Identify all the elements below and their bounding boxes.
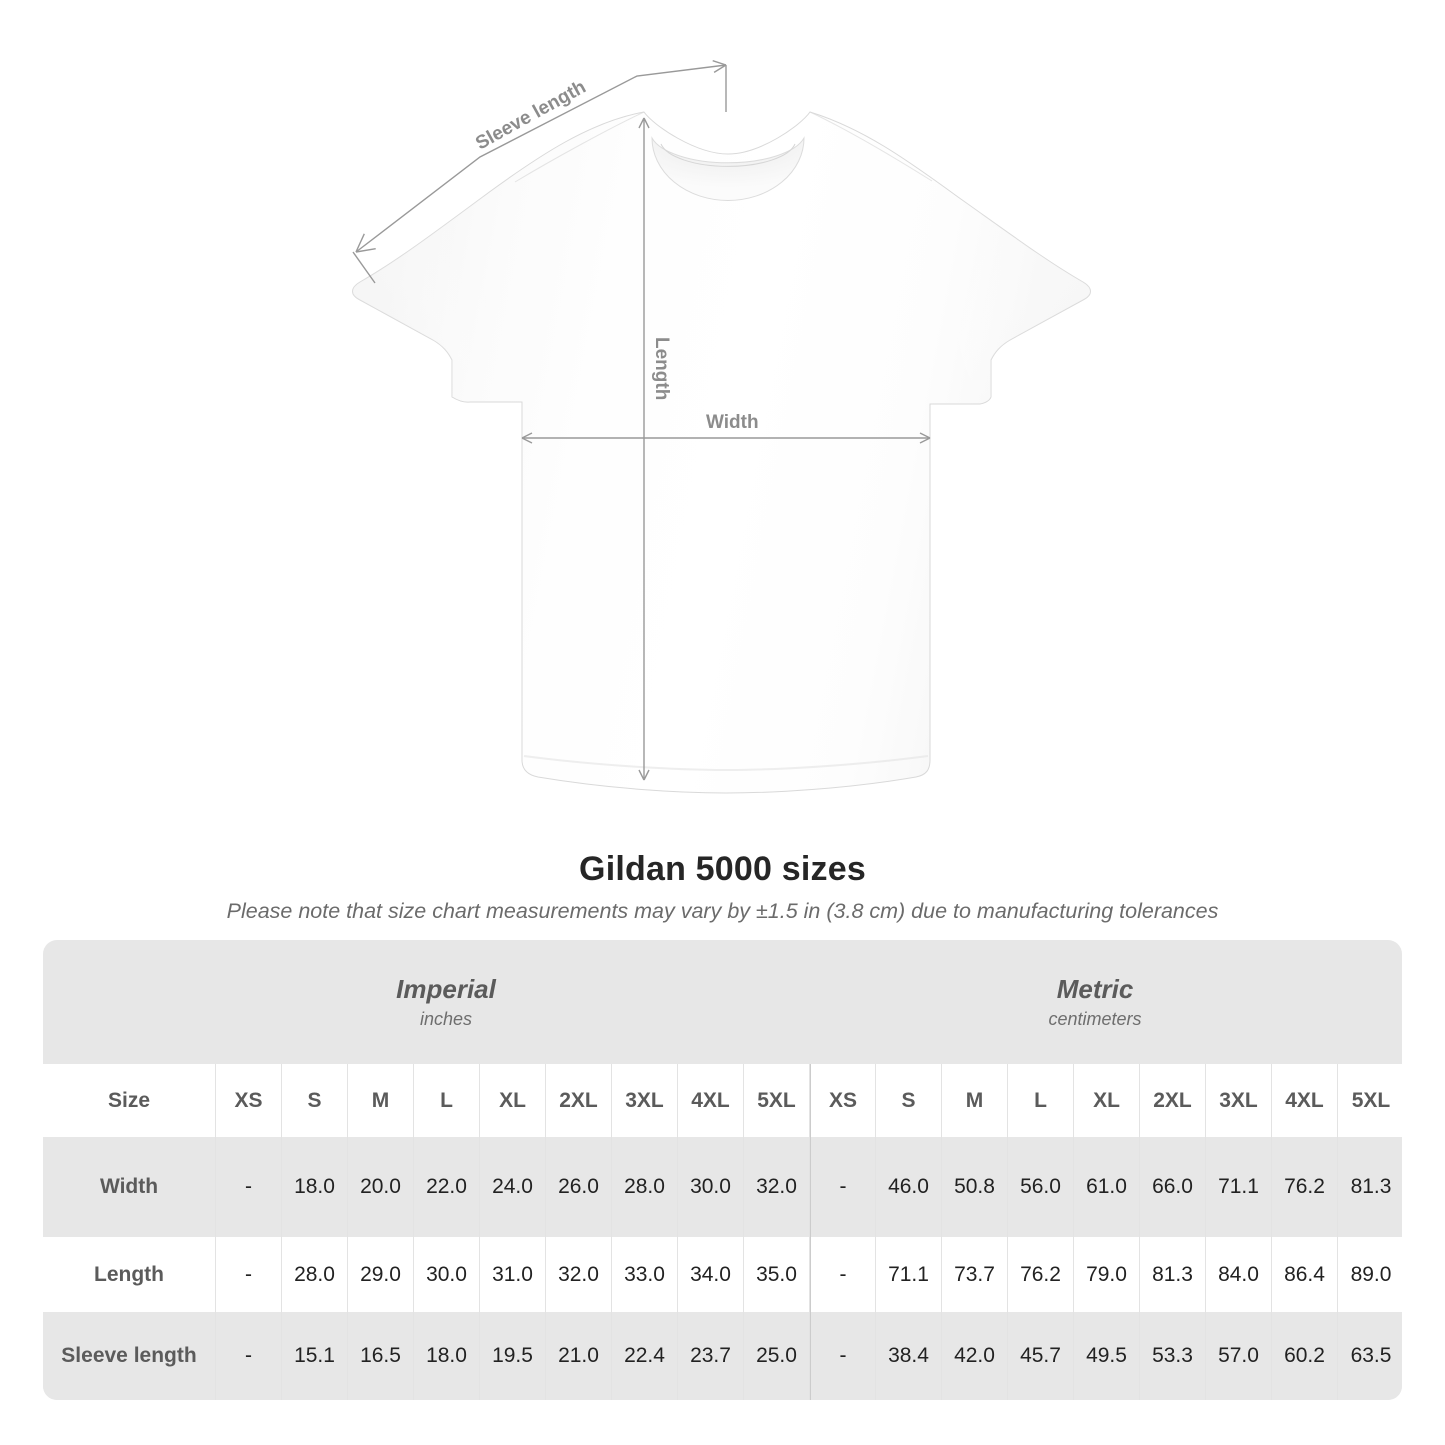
svg-text:Length: Length: [651, 337, 672, 400]
svg-text:Width: Width: [706, 412, 759, 433]
